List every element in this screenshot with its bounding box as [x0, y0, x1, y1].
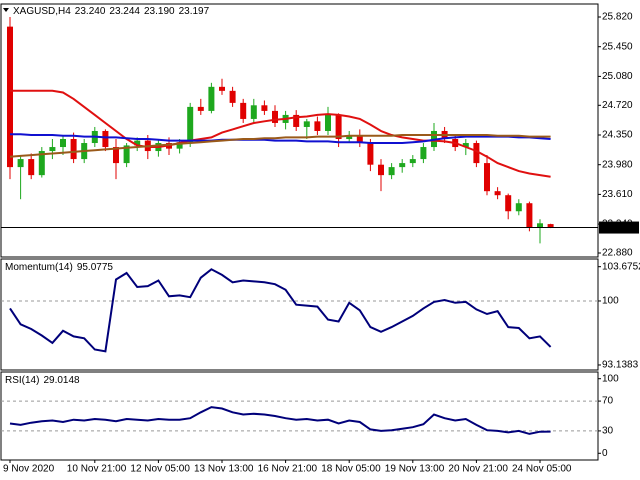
y-tick-label: 93.1383 [602, 360, 639, 371]
candle-body [325, 114, 331, 131]
y-tick-label: 24.720 [602, 100, 633, 111]
y-tick-label: 25.820 [602, 12, 633, 23]
x-tick-label: 13 Nov 13:00 [194, 464, 254, 475]
candle-body [409, 159, 416, 164]
candle-body [60, 139, 66, 148]
candle-body [208, 86, 215, 111]
candle-body [70, 139, 77, 160]
candle-body [303, 121, 310, 127]
indicator-value: 29.0148 [43, 375, 80, 386]
x-tick-label: 24 Nov 05:00 [512, 464, 572, 475]
candle-body [314, 121, 321, 131]
y-tick-label: 25.450 [602, 41, 633, 52]
y-tick-label: 0 [602, 448, 608, 459]
candle-body [388, 167, 395, 176]
candle-body [187, 106, 194, 143]
candle-body [484, 163, 490, 192]
ohlc-value: 23.190 [144, 6, 175, 17]
candle-body [293, 114, 300, 127]
indicator-line [9, 134, 551, 158]
x-tick-label: 18 Nov 05:00 [321, 464, 381, 475]
y-tick-label: 22.880 [602, 248, 633, 259]
candle-body [113, 147, 119, 164]
chart-header: XAGUSD,H4 23.240 23.244 23.190 23.197 [13, 6, 210, 17]
candle-body [240, 102, 247, 119]
y-tick-label: 23.610 [602, 189, 633, 200]
y-tick-label: 23.980 [602, 159, 633, 170]
candle-body [250, 105, 257, 119]
candle-body [473, 143, 480, 164]
x-tick-label: 20 Nov 21:00 [448, 464, 508, 475]
indicator-line [10, 89, 551, 178]
ohlc-value: 23.244 [109, 6, 140, 17]
indicator-header: RSI(14) 29.0148 [5, 375, 80, 386]
menu-triangle[interactable] [3, 8, 9, 12]
indicator-title: Momentum(14) [5, 262, 73, 273]
symbol-title: XAGUSD,H4 [13, 6, 71, 17]
candle-body [49, 147, 56, 152]
panel-frame [0, 258, 599, 371]
x-tick-label: 19 Nov 13:00 [385, 464, 445, 475]
candle-body [399, 163, 406, 168]
price-label: 23.197 [603, 222, 634, 233]
candle-body [176, 142, 183, 149]
candle-body [420, 147, 427, 160]
indicator-header: Momentum(14) 95.0775 [5, 262, 113, 273]
candle-body [229, 90, 236, 103]
y-tick-label: 30 [602, 426, 614, 437]
x-tick-label: 16 Nov 21:00 [258, 464, 318, 475]
candle-body [346, 134, 353, 140]
price-label-box [599, 221, 639, 234]
candle-body [272, 110, 278, 123]
indicator-line [9, 268, 552, 353]
y-tick-label: 103.6752 [602, 261, 640, 272]
candle-body [494, 191, 501, 196]
candle-body [462, 143, 469, 148]
candle-body [547, 224, 554, 228]
y-tick-label: 100 [602, 296, 619, 307]
x-tick-label: 12 Nov 05:00 [130, 464, 190, 475]
candle-body [38, 151, 45, 176]
candle-body [515, 203, 522, 212]
y-tick-label: 24.350 [602, 130, 633, 141]
candle-body [378, 164, 384, 176]
candle-body [134, 140, 141, 146]
candle-body [261, 105, 268, 111]
ohlc-value: 23.197 [179, 6, 210, 17]
y-tick-label: 25.080 [602, 71, 633, 82]
candle-body [356, 134, 363, 144]
indicator-line [10, 133, 551, 144]
candle-body [219, 86, 225, 91]
candle-body [367, 143, 374, 165]
panel-frame [0, 371, 599, 461]
indicator-line [9, 406, 551, 435]
y-tick-label: 70 [602, 396, 614, 407]
ohlc-value: 23.240 [75, 6, 106, 17]
indicator-title: RSI(14) [5, 375, 39, 386]
candle-body [17, 159, 24, 168]
candle-body [537, 223, 543, 228]
candle-body [505, 195, 512, 212]
candle-body [335, 114, 342, 140]
candle-body [28, 159, 35, 176]
x-tick-label: 9 Nov 2020 [3, 464, 55, 475]
x-tick-label: 10 Nov 21:00 [67, 464, 127, 475]
candle-body [7, 26, 13, 168]
y-tick-label: 100 [602, 373, 619, 384]
candle-body [197, 106, 204, 111]
indicator-value: 95.0775 [77, 262, 114, 273]
candle-body [123, 145, 130, 164]
candle-body [102, 130, 109, 148]
candle-body [526, 203, 533, 228]
panel-frame [0, 3, 599, 258]
